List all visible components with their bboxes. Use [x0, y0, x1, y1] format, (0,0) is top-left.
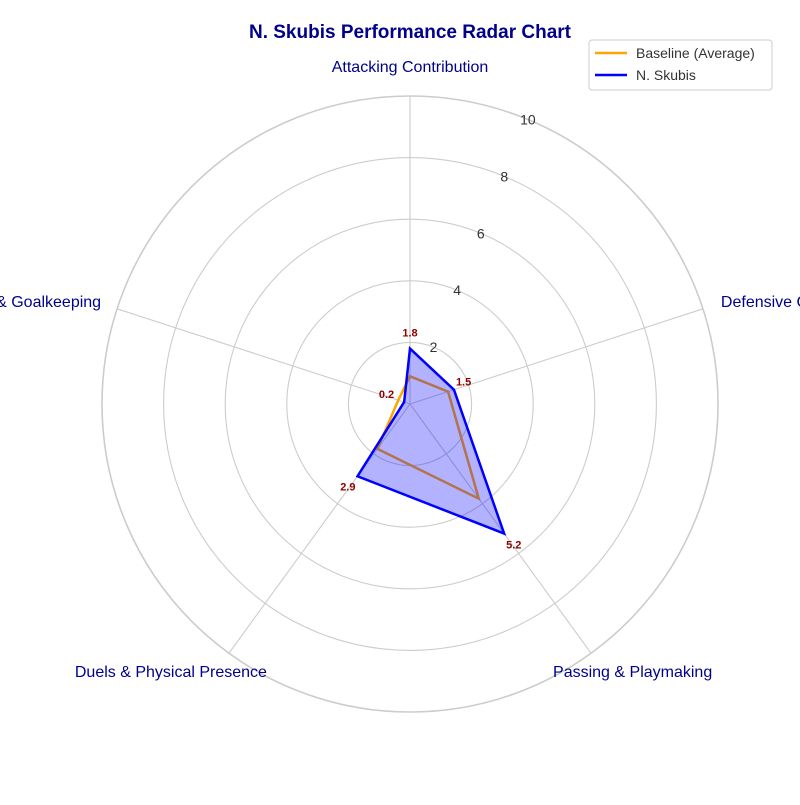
series-layer	[355, 345, 507, 536]
data-label-0: 1.8	[402, 328, 417, 340]
data-label-4: 0.2	[379, 389, 394, 401]
data-label-2: 5.2	[506, 540, 521, 552]
data-label-3: 2.9	[340, 481, 355, 493]
legend-label-baseline: Baseline (Average)	[636, 45, 755, 61]
axis-label-1: Defensive Capability	[721, 294, 800, 311]
label-layer: 2 4 6 8 10 Attacking Contribution Defensive Ca…	[0, 59, 800, 681]
chart-title: N. Skubis Performance Radar Chart	[249, 22, 572, 43]
series-polygon-skubis	[355, 345, 507, 536]
axis-label-4: Discipline & Goalkeeping	[0, 294, 101, 311]
grid-spoke-2	[409, 403, 592, 654]
radial-tick-label: 6	[477, 225, 485, 241]
grid-spoke-4	[116, 308, 411, 405]
grid-spoke-1	[409, 308, 704, 405]
series-polygon-baseline	[375, 374, 481, 502]
legend-box	[588, 39, 773, 91]
axis-label-2: Passing & Playmaking	[553, 664, 712, 681]
radial-tick-label: 4	[453, 282, 461, 298]
radial-tick-label: 2	[430, 339, 438, 355]
legend: Baseline (Average) N. Skubis	[588, 39, 773, 91]
radial-tick-label: 8	[500, 168, 508, 184]
axis-label-0: Attacking Contribution	[332, 59, 489, 76]
axis-label-3: Duels & Physical Presence	[75, 664, 267, 681]
data-label-1: 1.5	[456, 377, 471, 389]
radial-tick-label: 10	[520, 111, 536, 127]
legend-label-skubis: N. Skubis	[636, 67, 696, 83]
